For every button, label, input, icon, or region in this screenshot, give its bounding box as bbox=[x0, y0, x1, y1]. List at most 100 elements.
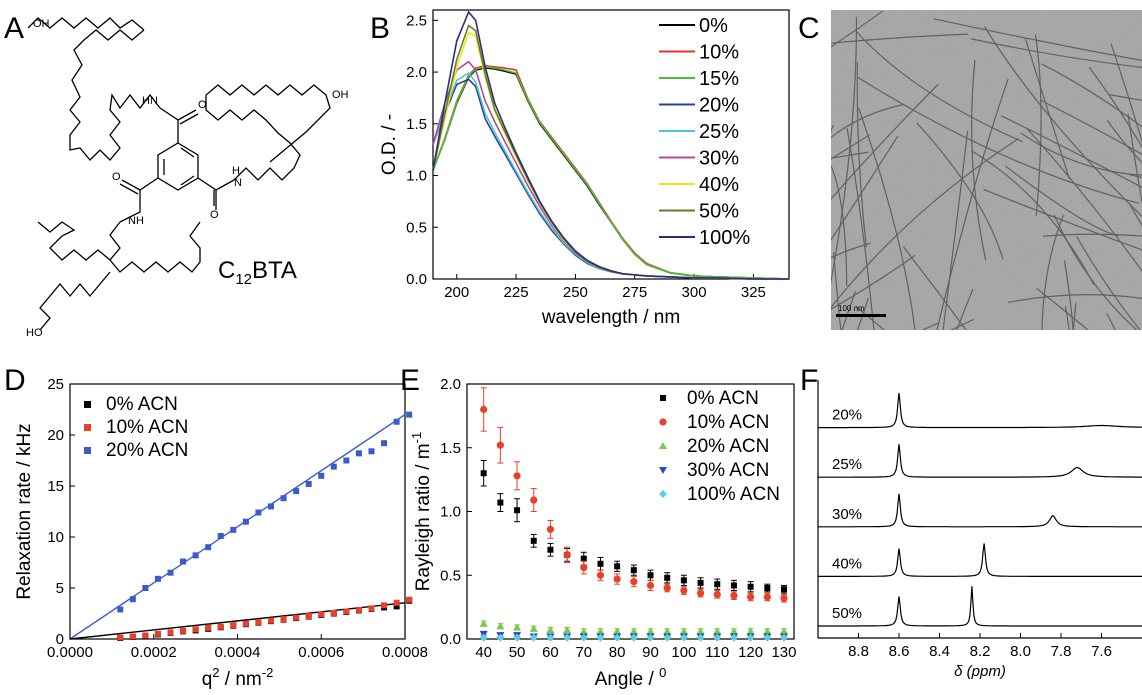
data-point bbox=[406, 596, 413, 603]
atom-label-o: O bbox=[210, 209, 219, 221]
data-point bbox=[268, 503, 274, 510]
data-point bbox=[613, 575, 621, 583]
fiber bbox=[831, 124, 834, 133]
legend-label: 100% bbox=[699, 227, 750, 249]
fiber bbox=[902, 246, 967, 330]
data-point bbox=[142, 585, 149, 591]
benzene-ring bbox=[157, 142, 199, 191]
amide-top-carbonyl bbox=[179, 113, 199, 125]
data-point bbox=[205, 544, 212, 551]
data-point bbox=[546, 525, 555, 533]
data-point bbox=[779, 633, 788, 642]
fiber bbox=[1041, 63, 1142, 128]
glycol-chain-bottom-2 bbox=[39, 271, 111, 331]
fiber bbox=[1110, 43, 1142, 144]
fiber bbox=[833, 251, 842, 330]
data-point bbox=[180, 627, 187, 634]
atom-label-h: H bbox=[232, 165, 240, 177]
data-point bbox=[514, 507, 521, 514]
fiber bbox=[831, 134, 870, 160]
legend-marker bbox=[660, 395, 666, 401]
x-tick-label: 8.2 bbox=[970, 643, 991, 660]
data-point bbox=[713, 627, 722, 635]
x-tick-label: 275 bbox=[622, 284, 647, 301]
data-point bbox=[696, 633, 705, 642]
data-point bbox=[696, 627, 705, 635]
data-point bbox=[129, 596, 136, 603]
data-point bbox=[305, 480, 312, 487]
x-tick-label: 325 bbox=[741, 284, 766, 301]
y-tick-label: 5 bbox=[56, 580, 64, 597]
data-point bbox=[192, 552, 199, 559]
data-point bbox=[293, 614, 300, 621]
amide-top bbox=[159, 107, 179, 143]
data-point bbox=[580, 555, 587, 562]
nmr-spectrum bbox=[818, 493, 1142, 528]
data-point bbox=[746, 633, 755, 642]
data-point bbox=[479, 619, 488, 627]
data-point bbox=[529, 624, 538, 632]
fiber bbox=[831, 165, 848, 286]
data-point bbox=[513, 623, 522, 631]
fiber bbox=[1053, 214, 1138, 330]
x-tick-label: 0.0008 bbox=[382, 644, 428, 661]
fiber bbox=[856, 31, 1023, 143]
data-point bbox=[663, 584, 671, 592]
data-point bbox=[393, 599, 400, 606]
x-tick-label: 0.0006 bbox=[298, 644, 344, 661]
y-tick-label: 15 bbox=[47, 478, 64, 495]
data-point bbox=[664, 574, 671, 581]
data-point bbox=[779, 627, 788, 635]
data-point bbox=[242, 620, 249, 627]
y-tick-label: 1.5 bbox=[406, 116, 427, 133]
data-point bbox=[663, 633, 672, 642]
fiber-network bbox=[831, 10, 1142, 330]
compound-name-suffix: BTA bbox=[252, 257, 297, 284]
x-tick-label: 8.8 bbox=[848, 643, 869, 660]
data-point bbox=[780, 594, 788, 602]
data-point bbox=[530, 496, 538, 504]
data-point bbox=[696, 589, 705, 597]
data-point bbox=[318, 611, 325, 618]
atom-label-n: N bbox=[234, 177, 242, 189]
data-point bbox=[614, 563, 621, 570]
data-point bbox=[280, 495, 287, 502]
fiber bbox=[1042, 233, 1142, 237]
data-point bbox=[729, 627, 738, 635]
legend-label: 25% bbox=[699, 121, 739, 143]
data-point bbox=[746, 627, 755, 635]
compound-name-subscript: 12 bbox=[235, 271, 252, 288]
data-point bbox=[763, 593, 771, 601]
data-point bbox=[230, 526, 237, 533]
data-point bbox=[479, 633, 488, 642]
y-tick-label: 1.0 bbox=[406, 168, 427, 185]
data-point bbox=[513, 472, 521, 480]
y-tick-label: 0.5 bbox=[440, 567, 461, 584]
data-point bbox=[546, 626, 555, 634]
data-point bbox=[747, 583, 754, 590]
fiber bbox=[983, 188, 1142, 251]
data-point bbox=[547, 546, 554, 553]
fiber bbox=[971, 60, 987, 261]
data-point bbox=[480, 470, 487, 477]
legend-label: 20% bbox=[699, 95, 739, 117]
data-point bbox=[780, 586, 787, 593]
data-point bbox=[630, 578, 638, 586]
fiber bbox=[1063, 260, 1074, 330]
fiber bbox=[831, 242, 871, 259]
data-point bbox=[579, 627, 588, 635]
y-tick-label: 2.0 bbox=[406, 64, 427, 81]
x-tick-label: 8.6 bbox=[889, 643, 910, 660]
data-point bbox=[596, 627, 605, 635]
data-point bbox=[680, 577, 687, 584]
data-point bbox=[764, 585, 771, 591]
fiber bbox=[949, 318, 974, 330]
x-tick-label: 225 bbox=[504, 284, 529, 301]
x-tick-label: 0.0004 bbox=[215, 644, 261, 661]
data-point bbox=[496, 622, 505, 630]
x-axis-label-sup: 0 bbox=[659, 665, 666, 680]
data-point bbox=[713, 633, 722, 642]
legend-marker bbox=[84, 424, 91, 431]
alkyl-chain-right bbox=[205, 84, 301, 181]
